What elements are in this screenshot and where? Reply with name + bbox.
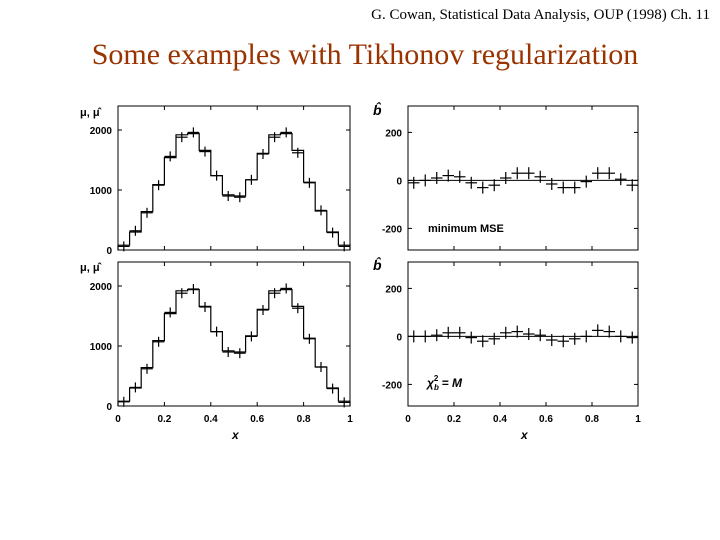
x-tick-label: 1 [635, 414, 641, 425]
x-tick-label: 0 [115, 414, 121, 425]
y-axis-label: b̂ [373, 256, 382, 273]
page-title: Some examples with Tikhonov regularizati… [91, 38, 639, 71]
plot-frame [407, 261, 639, 407]
y-tick-label: 1000 [90, 186, 113, 197]
source-reference: G. Cowan, Statistical Data Analysis, OUP… [371, 7, 710, 23]
y-axis-label: μ, μ̂ [80, 107, 102, 119]
plot-frame [407, 105, 639, 251]
y-tick-label: 1000 [90, 342, 113, 353]
x-tick-label: 0.6 [539, 414, 553, 425]
chart-marks: 0 1000 2000 [90, 106, 351, 257]
x-axis-label: x [231, 428, 240, 442]
y-tick-label: 200 [385, 128, 402, 139]
y-axis-label: μ, μ̂ [80, 262, 102, 274]
x-tick-label: 0.8 [585, 414, 599, 425]
y-tick-label: 0 [396, 176, 402, 187]
chart-marks: 0 1000 2000 0 0.2 0.4 0.6 0.8 1 [90, 262, 353, 425]
panel-bottom-right: b̂ x χb2 = M 200 0 -200 0 0.2 0.4 0.6 0.8 1 [373, 256, 641, 442]
y-tick-label: 0 [106, 246, 112, 257]
y-tick-label: 2000 [90, 126, 113, 137]
x-tick-label: 1 [347, 414, 353, 425]
y-tick-label: -200 [382, 224, 402, 235]
x-tick-label: 0 [405, 414, 411, 425]
x-tick-label: 0.6 [250, 414, 264, 425]
y-tick-label: 200 [385, 284, 402, 295]
panel-annotation: minimum MSE [428, 223, 504, 235]
x-tick-label: 0.2 [447, 414, 461, 425]
true-histogram-series [117, 289, 351, 406]
y-tick-label: 0 [396, 332, 402, 343]
panel-top-right: b̂ minimum MSE 200 0 -200 [373, 101, 639, 251]
panel-bottom-left: μ, μ̂ x 0 1000 2000 0 0.2 0.4 0.6 0.8 1 [80, 261, 353, 442]
y-tick-label: 2000 [90, 282, 113, 293]
true-histogram-series [117, 133, 351, 250]
x-tick-label: 0.2 [157, 414, 171, 425]
plot-frame [117, 105, 351, 251]
y-tick-label: -200 [382, 380, 402, 391]
plot-frame [117, 261, 351, 407]
x-tick-label: 0.4 [204, 414, 218, 425]
panel-top-left: μ, μ̂ 0 1000 2000 [80, 105, 351, 257]
y-axis-label: b̂ [373, 101, 382, 118]
chart-marks: 200 0 -200 [382, 106, 639, 250]
y-tick-label: 0 [106, 402, 112, 413]
panel-annotation: χb2 = M [425, 374, 463, 392]
x-axis-label: x [520, 428, 529, 442]
chart-marks: 200 0 -200 0 0.2 0.4 0.6 0.8 1 [382, 262, 641, 425]
x-tick-label: 0.4 [493, 414, 507, 425]
x-tick-label: 0.8 [297, 414, 311, 425]
